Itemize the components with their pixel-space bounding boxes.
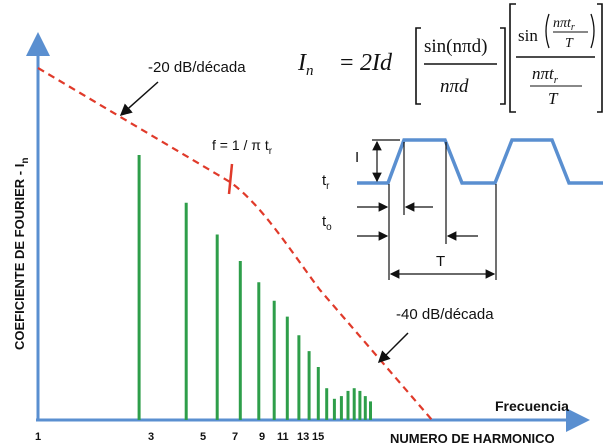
frac2-num-inner: nπtr	[553, 16, 575, 33]
frac1-numerator: sin(nπd)	[424, 36, 487, 57]
bracket-right-2	[597, 3, 603, 113]
slope2-label: -40 dB/década	[396, 306, 494, 323]
x-tick-label: 9	[259, 431, 265, 443]
slope2-arrow	[377, 332, 409, 364]
formula-equals: =	[340, 50, 354, 76]
frac1-denominator: nπd	[440, 76, 469, 97]
on-time-label: to	[322, 213, 332, 233]
rise-time-label: tr	[322, 172, 330, 192]
x-tick-label: 7	[232, 431, 238, 443]
x-tick-label: 11	[277, 431, 289, 443]
corner-frequency-label: f = 1 / π tr	[212, 137, 273, 157]
frac2-den: nπtr	[532, 64, 559, 86]
x-tick-label: 1	[35, 431, 41, 443]
frac2-num-sin: sin	[518, 26, 538, 45]
y-axis-label: COEFICIENTE DE FOURIER - In	[12, 158, 31, 350]
period-label: T	[436, 253, 445, 270]
waveform-line	[357, 138, 603, 185]
slope1-arrow	[119, 81, 159, 116]
trapezoid-waveform: I tr to T	[322, 138, 603, 280]
bracket-left-2	[509, 3, 516, 113]
frac2-paren-left	[545, 13, 550, 49]
slope1-label: -20 dB/década	[148, 59, 246, 76]
x-axis-title: NUMERO DE HARMONICO	[390, 431, 555, 446]
x-axis-label: Frecuencia	[495, 398, 569, 414]
frac2-num-inner-den: T	[565, 36, 574, 51]
x-tick-labels: 1 3 5 7 9 11 13 15	[35, 431, 324, 443]
frac2-den-den: T	[548, 89, 559, 108]
x-tick-label: 5	[200, 431, 206, 443]
bracket-left-1	[415, 27, 421, 105]
formula-coefficient: 2Id	[360, 50, 393, 76]
fourier-envelope-line	[37, 67, 433, 421]
amplitude-label: I	[355, 149, 359, 166]
corner-frequency-mark	[227, 163, 234, 195]
x-tick-label: 3	[148, 431, 154, 443]
x-tick-label: 15	[312, 431, 324, 443]
x-tick-label: 13	[297, 431, 309, 443]
frac2-paren-right	[590, 13, 595, 49]
harmonic-bars	[137, 155, 372, 420]
bracket-right-1	[500, 27, 506, 105]
formula-lhs: In	[297, 50, 314, 79]
fourier-formula: In = 2Id sin(nπd) nπd sin nπtr T nπtr T	[297, 3, 603, 113]
